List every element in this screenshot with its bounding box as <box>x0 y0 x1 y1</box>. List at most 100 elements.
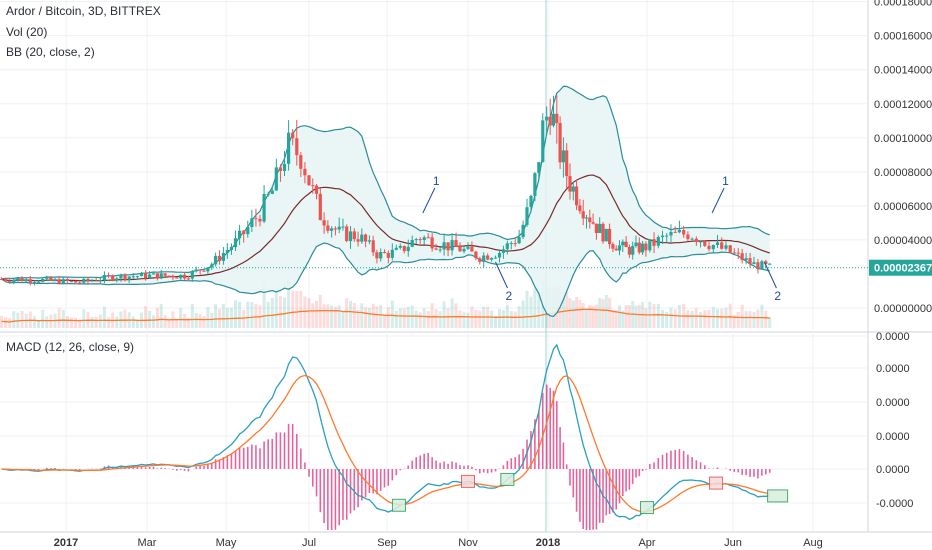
candle-body <box>8 280 12 282</box>
volume-bar <box>533 288 537 328</box>
volume-bar <box>337 305 341 328</box>
candle-body <box>233 238 238 248</box>
time-axis-label: May <box>216 537 237 549</box>
volume-bar <box>307 298 311 328</box>
candle-body <box>470 246 474 252</box>
annotation-label: 2 <box>774 289 781 303</box>
volume-bar <box>41 309 45 328</box>
candle-body <box>367 240 371 242</box>
candle-body <box>202 270 206 272</box>
volume-bar <box>225 307 229 328</box>
candle-body <box>330 228 334 231</box>
bollinger-legend[interactable]: BB (20, close, 2) <box>6 45 95 59</box>
volume-bar <box>578 299 582 328</box>
candle-body <box>525 207 529 225</box>
price-axis-label: 0.00004000 <box>874 235 932 247</box>
volume-bar <box>614 309 618 328</box>
candle-body <box>621 241 625 246</box>
volume-bar <box>430 303 434 328</box>
volume-bar <box>131 316 135 328</box>
volume-bar <box>521 300 525 328</box>
candle-body <box>545 116 549 121</box>
volume-legend[interactable]: Vol (20) <box>6 25 48 39</box>
candle-body <box>250 218 254 227</box>
volume-bar <box>152 315 155 328</box>
volume-bar <box>70 317 73 328</box>
volume-bar <box>82 309 86 328</box>
volume-bar <box>760 304 764 328</box>
candle-body <box>521 224 525 238</box>
volume-bar <box>246 301 250 328</box>
volume-bar <box>242 309 246 328</box>
candle-body <box>4 279 8 281</box>
macd-axis-label: 0.0000 <box>876 431 910 443</box>
candle-body <box>270 190 274 194</box>
candle-body <box>167 275 171 277</box>
volume-bar <box>375 306 379 328</box>
candle-body <box>541 120 545 163</box>
candle-body <box>744 258 748 261</box>
volume-bar <box>102 306 106 328</box>
volume-bar <box>37 320 40 328</box>
candle-body <box>434 248 438 250</box>
candle-body <box>578 205 582 212</box>
volume-bar <box>78 319 82 328</box>
candle-body <box>348 231 353 242</box>
volume-bar <box>330 305 334 328</box>
candle-body <box>699 241 703 243</box>
candle-body <box>611 244 615 249</box>
volume-bar <box>98 314 102 328</box>
volume-bar <box>183 313 187 328</box>
candle-body <box>631 246 635 255</box>
volume-bar <box>728 303 732 328</box>
bollinger-bands <box>1 85 770 317</box>
candle-body <box>390 249 394 258</box>
macd-axis-label: 0.0000 <box>876 363 910 375</box>
candle-body <box>102 275 106 281</box>
time-axis-label: 2017 <box>54 537 78 549</box>
candle-body <box>266 193 270 195</box>
volume-bar <box>588 304 592 328</box>
volume-bar <box>349 300 352 328</box>
volume-bar <box>311 303 315 328</box>
volume-bar <box>669 307 673 328</box>
candle-body <box>438 249 442 251</box>
candle-body <box>123 274 127 280</box>
candle-body <box>568 176 572 192</box>
volume-bar <box>618 305 621 328</box>
volume-bar <box>418 312 422 328</box>
volume-bar <box>45 316 49 328</box>
candle-body <box>458 246 462 252</box>
volume-bar <box>703 310 707 328</box>
candle-body <box>206 267 210 272</box>
candle-body <box>394 247 398 250</box>
volume-bar <box>498 308 501 328</box>
volume-bar <box>356 309 360 328</box>
volume-bar <box>611 310 615 328</box>
volume-bar <box>398 308 402 328</box>
volume-bar <box>598 297 602 328</box>
volume-bar <box>652 304 656 328</box>
price-overlay: 1 2 1 2 <box>0 174 932 303</box>
candle-body <box>764 261 768 264</box>
volume-bar <box>694 308 698 328</box>
bollinger-upper <box>1 85 770 280</box>
volume-bar <box>303 296 307 328</box>
volume-bar <box>360 303 364 328</box>
volume-bar <box>446 308 450 328</box>
volume-bar <box>318 294 322 328</box>
symbol-title[interactable]: Ardor / Bitcoin, 3D, BITTREX <box>6 4 161 18</box>
volume-bar <box>740 304 744 328</box>
volume-bar <box>571 300 575 328</box>
candle-body <box>135 276 139 278</box>
volume-bar <box>434 308 438 328</box>
macd-legend[interactable]: MACD (12, 26, close, 9) <box>6 340 135 354</box>
candle-body <box>379 252 383 259</box>
candle-body <box>509 243 513 245</box>
volume-bar <box>74 317 78 328</box>
candle-body <box>648 239 652 251</box>
candle-body <box>410 240 414 247</box>
volume-bar <box>422 308 426 328</box>
candle-body <box>274 167 278 191</box>
